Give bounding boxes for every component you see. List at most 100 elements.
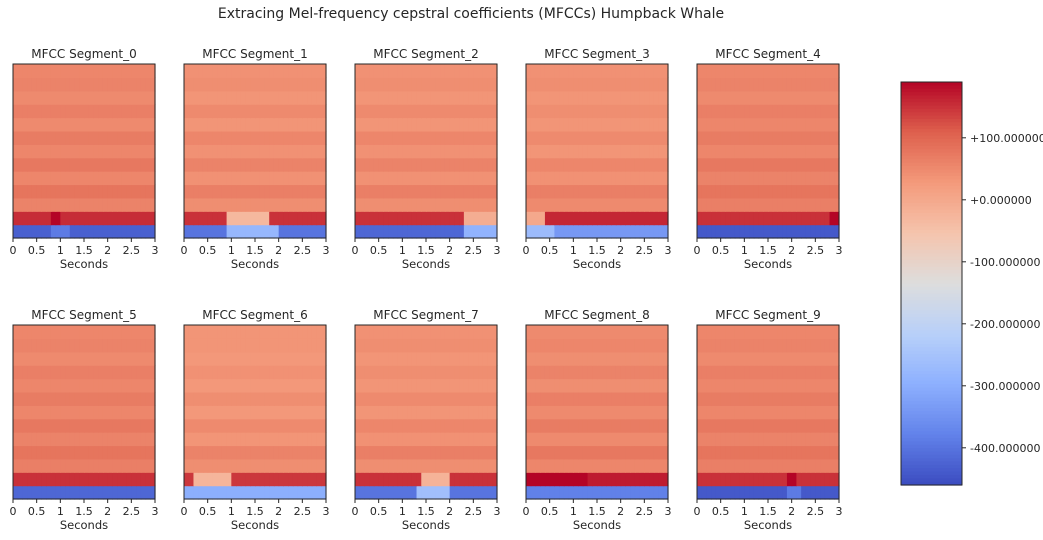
heatmap-cell — [554, 405, 560, 420]
heatmap-cell — [60, 144, 66, 159]
heatmap-cell — [388, 77, 394, 92]
heatmap-cell — [388, 184, 394, 199]
heatmap-cell — [50, 418, 57, 433]
heatmap-cell — [824, 365, 831, 380]
heatmap-cell — [744, 64, 750, 78]
heatmap-cell — [739, 130, 745, 145]
heatmap-cell — [578, 391, 584, 406]
heatmap-cell — [145, 224, 151, 239]
heatmap-cell — [17, 485, 24, 500]
heatmap-cell — [407, 418, 413, 433]
heatmap-cell — [601, 144, 608, 159]
heatmap-cell — [373, 458, 380, 473]
heatmap-cell — [69, 445, 76, 460]
heatmap-cell — [131, 117, 137, 132]
heatmap-cell — [245, 224, 251, 239]
heatmap-cell — [435, 224, 441, 239]
heatmap-cell — [411, 325, 418, 339]
heatmap-cell — [402, 64, 408, 78]
heatmap-cell — [273, 211, 280, 226]
heatmap-cell — [27, 211, 33, 226]
heatmap-cell — [786, 77, 793, 92]
heatmap-cell — [706, 184, 712, 199]
heatmap-cell — [297, 130, 303, 145]
heatmap-cell — [84, 405, 90, 420]
heatmap-cell — [829, 117, 835, 132]
heatmap-cell — [796, 445, 802, 460]
heatmap-cell — [184, 157, 190, 172]
heatmap-cell — [416, 130, 422, 145]
colorbar-gradient-step — [901, 296, 962, 301]
heatmap-cell — [236, 90, 242, 105]
heatmap-cell — [468, 184, 474, 199]
heatmap-cell — [601, 391, 608, 406]
heatmap-cell — [250, 418, 256, 433]
colorbar-gradient-step — [901, 303, 962, 308]
heatmap-cell — [772, 432, 779, 447]
heatmap-cell — [74, 130, 80, 145]
heatmap-cell — [426, 130, 432, 145]
x-tick-label: 0.5 — [370, 244, 388, 257]
heatmap-cell — [416, 90, 422, 105]
heatmap-cell — [663, 351, 669, 366]
heatmap-cell — [13, 338, 19, 353]
heatmap-cell — [316, 378, 322, 393]
heatmap-cell — [749, 472, 755, 487]
heatmap-cell — [36, 432, 42, 447]
heatmap-cell — [212, 418, 218, 433]
heatmap-cell — [625, 391, 631, 406]
heatmap-cell — [140, 171, 147, 186]
heatmap-cell — [321, 157, 327, 172]
heatmap-cell — [416, 485, 422, 500]
heatmap-cell — [449, 458, 455, 473]
heatmap-cell — [535, 211, 541, 226]
heatmap-cell — [311, 157, 318, 172]
heatmap-cell — [22, 365, 28, 380]
heatmap-cell — [701, 378, 708, 393]
heatmap-cell — [758, 104, 764, 119]
heatmap-cell — [463, 391, 470, 406]
heatmap-cell — [136, 418, 142, 433]
heatmap-cell — [559, 391, 565, 406]
heatmap-cell — [658, 130, 664, 145]
heatmap-cell — [430, 104, 437, 119]
heatmap-cell — [416, 104, 422, 119]
heatmap-cell — [240, 485, 247, 500]
heatmap-cell — [369, 64, 375, 78]
x-axis-label: Seconds — [402, 518, 450, 532]
heatmap-cell — [302, 378, 308, 393]
heatmap-cell — [292, 104, 299, 119]
heatmap-cell — [288, 171, 294, 186]
colorbar-gradient-step — [901, 270, 962, 275]
colorbar-gradient-step — [901, 142, 962, 147]
heatmap-cell — [615, 90, 622, 105]
heatmap-cell — [84, 104, 90, 119]
heatmap-cell — [145, 351, 151, 366]
heatmap-cell — [27, 197, 33, 212]
heatmap-cell — [269, 157, 275, 172]
heatmap-cell — [658, 378, 664, 393]
heatmap-cell — [50, 90, 57, 105]
heatmap-cell — [373, 405, 380, 420]
colorbar-gradient-step — [901, 310, 962, 315]
heatmap-cell — [459, 117, 465, 132]
heatmap-cell — [316, 184, 322, 199]
heatmap-cell — [355, 144, 361, 159]
heatmap-cell — [701, 485, 708, 500]
heatmap-cell — [482, 224, 489, 239]
heatmap-cell — [383, 338, 389, 353]
x-tick-label: 1 — [741, 244, 748, 257]
heatmap-cell — [402, 77, 408, 92]
heatmap-cell — [459, 418, 465, 433]
heatmap-cell — [416, 211, 422, 226]
colorbar-gradient-step — [901, 340, 962, 345]
heatmap-cell — [478, 432, 484, 447]
heatmap-cell — [17, 77, 24, 92]
heatmap-cell — [426, 64, 432, 78]
heatmap-cell — [421, 432, 427, 447]
heatmap-cell — [459, 405, 465, 420]
heatmap-cell — [13, 458, 19, 473]
heatmap-cell — [426, 458, 432, 473]
heatmap-cell — [815, 445, 821, 460]
heatmap-cell — [131, 211, 137, 226]
